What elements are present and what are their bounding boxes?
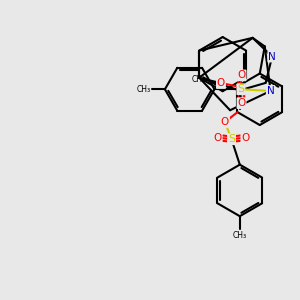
- Text: O: O: [214, 133, 222, 142]
- Text: CH₃: CH₃: [233, 231, 247, 240]
- Text: CH₃: CH₃: [136, 85, 151, 94]
- Text: O: O: [221, 117, 229, 127]
- Text: N: N: [267, 86, 274, 96]
- Text: O: O: [217, 78, 225, 88]
- Text: N: N: [268, 52, 276, 61]
- Text: O: O: [241, 133, 250, 142]
- Text: CH₃: CH₃: [191, 75, 206, 84]
- Text: S: S: [237, 84, 244, 94]
- Text: O: O: [237, 98, 246, 108]
- Text: O: O: [237, 70, 246, 80]
- Text: S: S: [228, 134, 235, 144]
